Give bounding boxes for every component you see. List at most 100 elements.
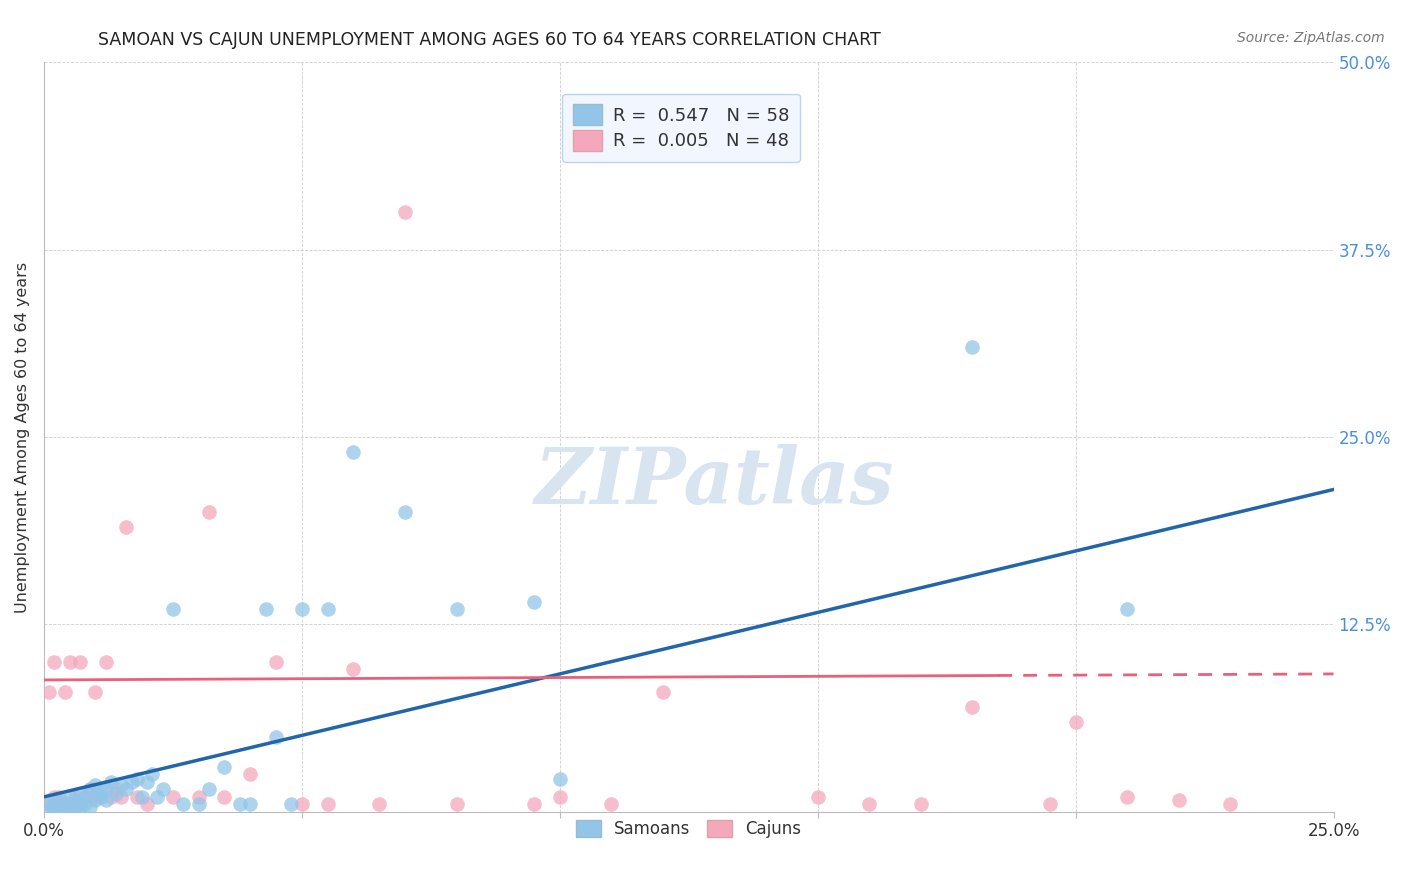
Point — [90, 789, 112, 804]
Point — [131, 789, 153, 804]
Point — [79, 782, 101, 797]
Point — [136, 797, 159, 812]
Point — [280, 797, 302, 812]
Point — [910, 797, 932, 812]
Point — [548, 789, 571, 804]
Point — [600, 797, 623, 812]
Point — [69, 787, 91, 801]
Point — [59, 655, 82, 669]
Text: Source: ZipAtlas.com: Source: ZipAtlas.com — [1237, 31, 1385, 45]
Point — [69, 800, 91, 814]
Point — [75, 789, 97, 804]
Point — [548, 772, 571, 786]
Point — [48, 793, 70, 807]
Point — [69, 655, 91, 669]
Point — [100, 789, 122, 804]
Point — [141, 767, 163, 781]
Point — [394, 505, 416, 519]
Point — [1219, 797, 1241, 812]
Point — [1039, 797, 1062, 812]
Point — [63, 798, 86, 813]
Point — [90, 789, 112, 804]
Point — [368, 797, 391, 812]
Point — [446, 602, 468, 616]
Point — [198, 782, 221, 797]
Point — [342, 445, 364, 459]
Point — [75, 797, 97, 812]
Point — [187, 789, 209, 804]
Point — [44, 800, 66, 814]
Point — [342, 662, 364, 676]
Point — [63, 793, 86, 807]
Point — [38, 797, 60, 812]
Point — [53, 797, 76, 812]
Point — [48, 803, 70, 817]
Point — [146, 789, 169, 804]
Point — [115, 520, 138, 534]
Point — [162, 602, 184, 616]
Point — [53, 796, 76, 810]
Point — [38, 797, 60, 812]
Point — [187, 797, 209, 812]
Point — [44, 655, 66, 669]
Point — [75, 789, 97, 804]
Point — [229, 797, 252, 812]
Point — [59, 789, 82, 804]
Point — [115, 782, 138, 797]
Point — [79, 800, 101, 814]
Point — [53, 685, 76, 699]
Point — [198, 505, 221, 519]
Point — [136, 775, 159, 789]
Point — [84, 793, 107, 807]
Point — [105, 787, 128, 801]
Point — [962, 340, 984, 354]
Point — [110, 778, 132, 792]
Point — [110, 789, 132, 804]
Point — [84, 778, 107, 792]
Text: ZIPatlas: ZIPatlas — [534, 443, 894, 520]
Point — [105, 782, 128, 797]
Point — [807, 789, 830, 804]
Point — [291, 797, 314, 812]
Point — [152, 782, 174, 797]
Point — [59, 802, 82, 816]
Point — [53, 800, 76, 814]
Point — [446, 797, 468, 812]
Point — [1116, 602, 1139, 616]
Point — [214, 789, 236, 804]
Point — [239, 797, 262, 812]
Point — [94, 655, 117, 669]
Text: SAMOAN VS CAJUN UNEMPLOYMENT AMONG AGES 60 TO 64 YEARS CORRELATION CHART: SAMOAN VS CAJUN UNEMPLOYMENT AMONG AGES … — [98, 31, 882, 49]
Point — [523, 797, 546, 812]
Point — [100, 775, 122, 789]
Point — [962, 700, 984, 714]
Point — [44, 794, 66, 808]
Point — [254, 602, 277, 616]
Point — [84, 789, 107, 804]
Point — [38, 802, 60, 816]
Point — [394, 205, 416, 219]
Point — [651, 685, 673, 699]
Point — [264, 730, 287, 744]
Point — [291, 602, 314, 616]
Point — [44, 789, 66, 804]
Point — [125, 772, 148, 786]
Point — [84, 685, 107, 699]
Point — [858, 797, 880, 812]
Point — [264, 655, 287, 669]
Point — [69, 796, 91, 810]
Point — [48, 798, 70, 813]
Point — [79, 782, 101, 797]
Point — [38, 685, 60, 699]
Point — [59, 797, 82, 812]
Point — [316, 797, 339, 812]
Legend: Samoans, Cajuns: Samoans, Cajuns — [569, 814, 808, 845]
Y-axis label: Unemployment Among Ages 60 to 64 years: Unemployment Among Ages 60 to 64 years — [15, 261, 30, 613]
Point — [214, 760, 236, 774]
Point — [1064, 714, 1087, 729]
Point — [125, 789, 148, 804]
Point — [121, 775, 143, 789]
Point — [523, 595, 546, 609]
Point — [94, 793, 117, 807]
Point — [94, 780, 117, 795]
